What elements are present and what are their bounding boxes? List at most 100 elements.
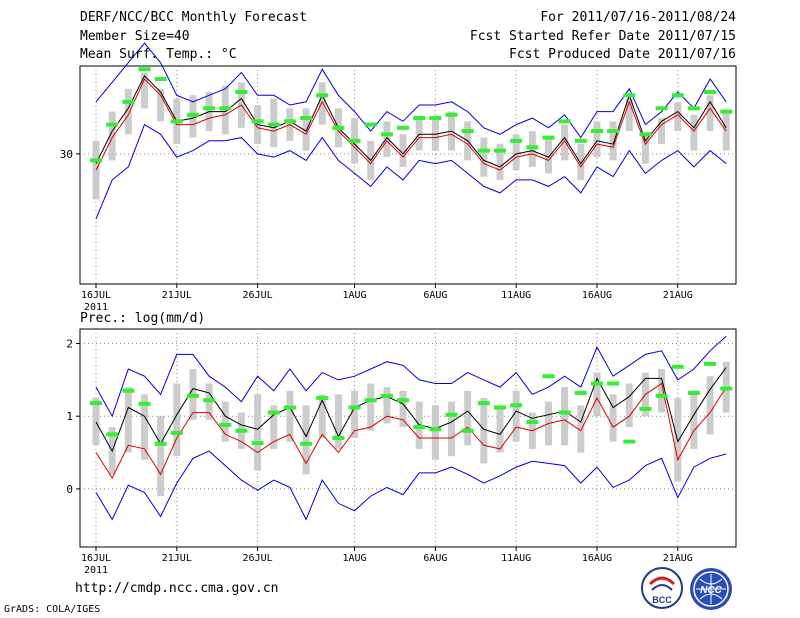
temp-observed-marker: [332, 125, 345, 130]
temp-x-tick-label: 26JUL: [243, 290, 273, 301]
source-url[interactable]: http://cmdp.ncc.cma.gov.cn: [75, 581, 279, 596]
prec-spread-box: [286, 390, 294, 442]
prec-spread-box: [690, 394, 698, 449]
temp-observed-marker: [445, 112, 458, 117]
temp-observed-marker: [542, 135, 555, 140]
prec-x-tick-label: 6AUG: [423, 553, 447, 564]
prec-x-tick-label: 21JUL: [162, 553, 192, 564]
temp-spread-box: [480, 137, 488, 177]
temp-observed-marker: [574, 138, 587, 143]
prec-observed-marker: [704, 361, 717, 366]
prec-upper-envelope-line: [95, 335, 727, 418]
prec-spread-box: [431, 405, 439, 460]
temp-observed-marker: [364, 122, 377, 127]
prec-spread-box: [625, 383, 633, 428]
prec-spread-box: [512, 390, 520, 442]
temp-spread-box: [593, 121, 601, 158]
prec-observed-marker: [251, 441, 264, 446]
prec-observed-marker: [283, 405, 296, 410]
temp-spread-box: [641, 134, 649, 164]
temp-x-tick-label: 16JUL: [81, 290, 111, 301]
temp-observed-marker: [494, 148, 506, 153]
temp-observed-marker: [186, 112, 199, 117]
temp-panel: 16JUL 21JUL 26JUL 1AUG 6AUG 11AUG 16AUG 21AUG 20…: [60, 42, 737, 313]
temp-spread-box: [496, 144, 504, 180]
grads-credit: GrADS: COLA/IGES: [4, 604, 101, 615]
prec-x-tick-label: 16JUL: [81, 553, 111, 564]
temp-mean-line: [95, 74, 727, 168]
ncc-logo-text: NCC: [700, 585, 722, 596]
temp-spread-box: [318, 82, 326, 125]
prec-observed-marker: [154, 441, 167, 446]
temp-spread-box: [383, 121, 391, 158]
prec-observed-marker: [445, 412, 458, 417]
prec-spread-box: [448, 401, 456, 457]
prec-observed-marker: [364, 398, 377, 403]
temp-observed-marker: [154, 77, 167, 82]
prec-plot-frame: [79, 328, 737, 548]
temp-observed-marker: [607, 129, 620, 134]
temp-observed-marker: [687, 106, 700, 111]
prec-spread-box: [270, 405, 278, 449]
temp-observed-marker: [106, 122, 119, 127]
temp-x-tick-label: 1AUG: [343, 290, 367, 301]
temp-x-tick-label: 16AUG: [582, 290, 612, 301]
prec-spread-box: [496, 405, 504, 453]
temp-observed-marker: [122, 99, 135, 104]
chart-title: DERF/NCC/BCC Monthly Forecast: [80, 10, 307, 25]
prec-x-tick-label: 1AUG: [343, 553, 367, 564]
temp-observed-marker: [671, 93, 684, 98]
prec-spread-box: [658, 368, 666, 413]
prec-mean-line: [95, 367, 727, 453]
prec-observed-marker: [90, 401, 102, 406]
temp-median-line: [95, 78, 727, 171]
prec-spread-box: [609, 394, 617, 442]
temp-observed-marker: [413, 116, 426, 121]
temp-spread-box: [658, 118, 666, 145]
prec-observed-marker: [494, 405, 506, 410]
temp-plot-frame: [79, 65, 737, 285]
forecast-produced-label: Fcst Produced Date 2011/07/16: [509, 47, 736, 62]
prec-spread-box: [593, 372, 601, 417]
forecast-period-label: For 2011/07/16-2011/08/24: [540, 10, 736, 25]
prec-observed-marker: [655, 393, 668, 398]
prec-observed-marker: [720, 386, 733, 391]
temp-observed-marker: [203, 106, 216, 111]
temp-observed-marker: [720, 109, 733, 114]
temp-spread-box: [577, 144, 585, 180]
prec-observed-marker: [461, 428, 474, 433]
prec-observed-marker: [316, 396, 329, 401]
temp-y-tick-label: 30: [60, 148, 73, 161]
prec-spread-box: [140, 394, 148, 460]
prec-observed-marker: [138, 401, 151, 406]
temp-spread-box: [690, 114, 698, 151]
temp-observed-marker: [316, 93, 329, 98]
prec-observed-marker: [300, 441, 313, 446]
temp-observed-marker: [655, 106, 668, 111]
prec-y-tick-label: 2: [66, 338, 73, 351]
prec-median-line: [95, 382, 727, 480]
prec-observed-marker: [526, 420, 539, 425]
prec-observed-marker: [348, 405, 361, 410]
temp-spread-box: [625, 98, 633, 132]
temp-x-tick-label: 21AUG: [663, 290, 693, 301]
prec-observed-marker: [380, 393, 393, 398]
temp-spread-box: [706, 95, 714, 132]
prec-observed-marker: [106, 432, 119, 437]
prec-observed-marker: [429, 427, 442, 432]
temp-observed-marker: [397, 125, 410, 130]
prec-spread-box: [464, 390, 472, 446]
prec-observed-marker: [510, 403, 523, 408]
prec-observed-marker: [590, 381, 603, 386]
temp-x-tick-label: 6AUG: [423, 290, 447, 301]
prec-observed-marker: [574, 390, 587, 395]
temp-observed-marker: [429, 116, 442, 121]
prec-observed-marker: [332, 436, 345, 440]
temp-spread-box: [609, 121, 617, 161]
prec-spread-box: [302, 405, 310, 475]
temp-observed-marker: [461, 129, 474, 134]
temp-spread-box: [561, 124, 569, 161]
prec-y-tick-label: 1: [66, 410, 73, 423]
prec-spread-box: [561, 387, 569, 446]
